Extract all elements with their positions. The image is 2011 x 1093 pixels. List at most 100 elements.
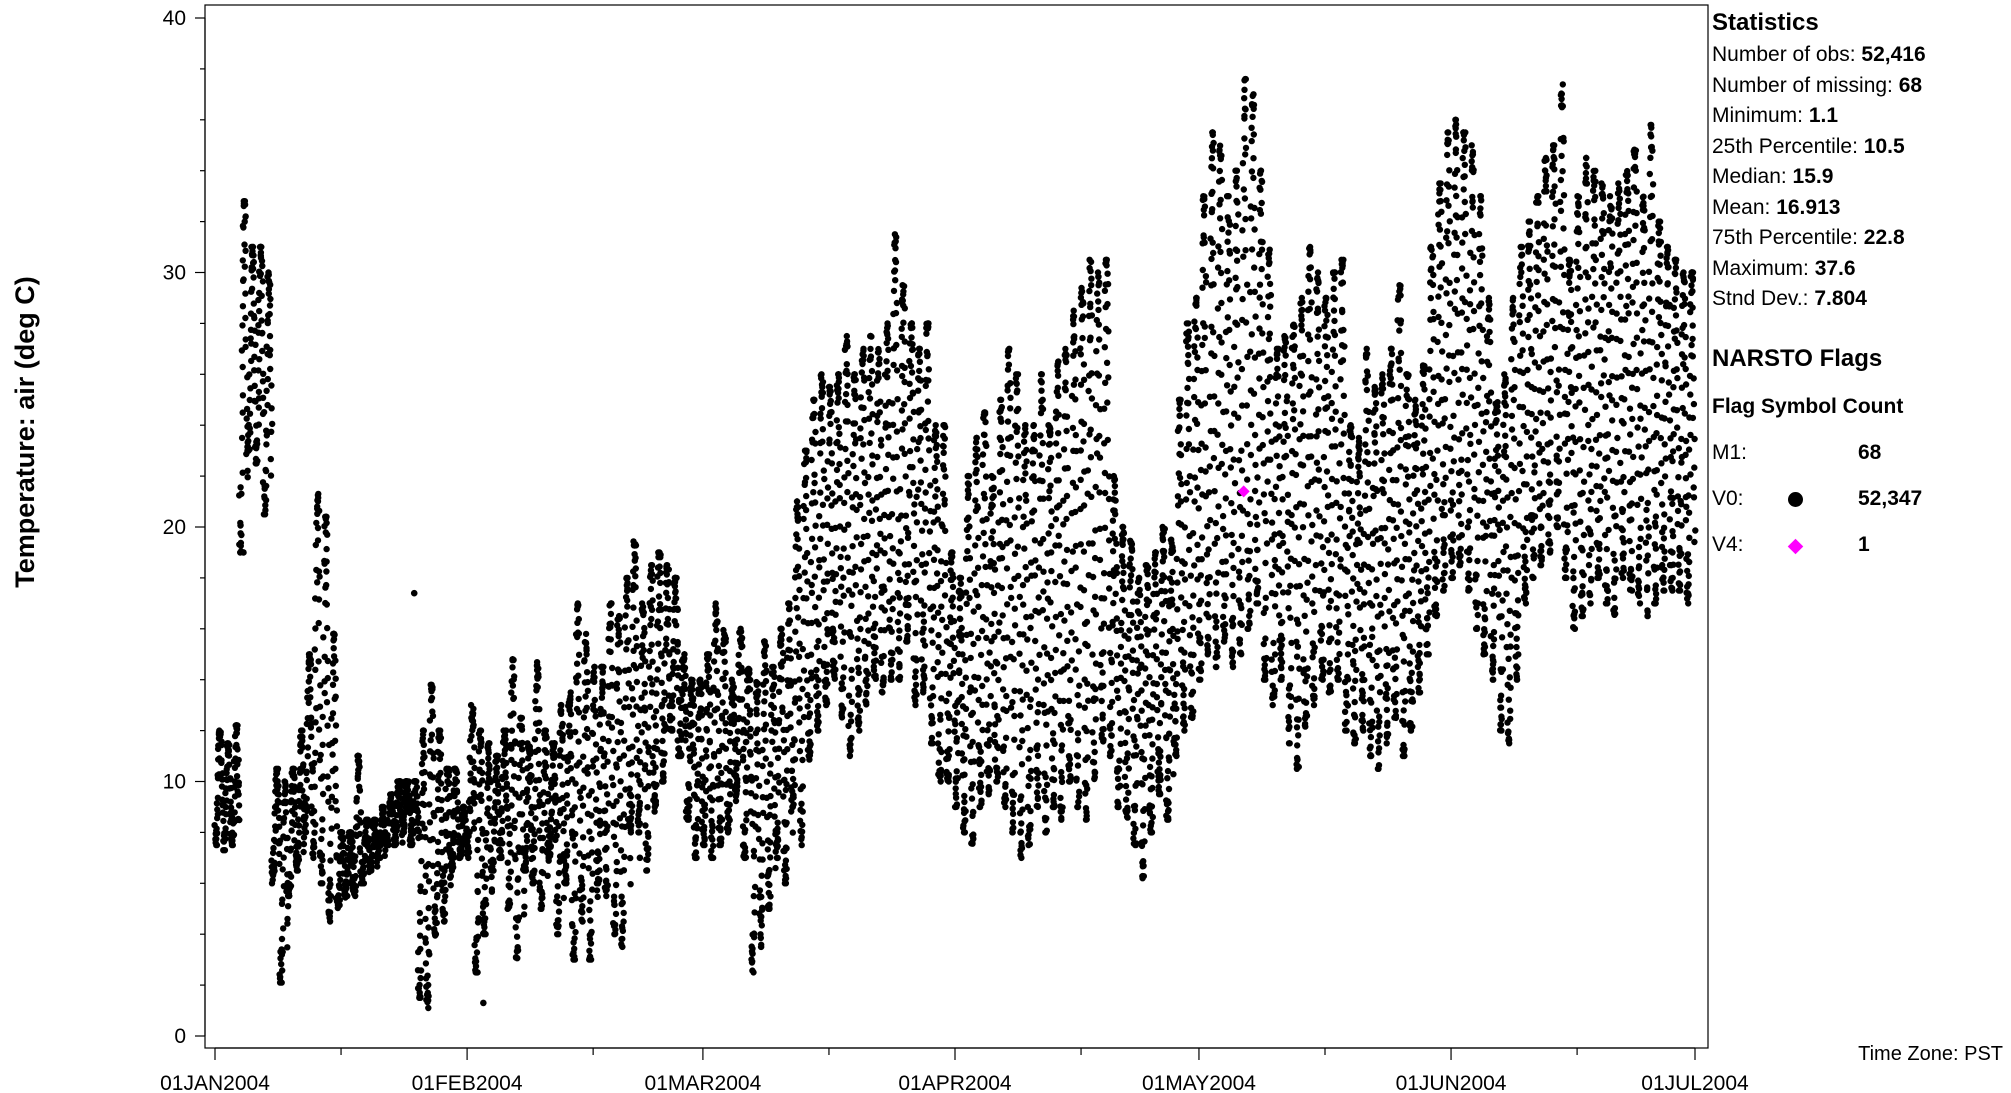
flags-table-header: Flag Symbol Count	[1712, 395, 1904, 418]
statistic-row: Number of missing: 68	[1712, 71, 2002, 102]
statistic-value: 16.913	[1776, 195, 1841, 219]
v0-day-points	[804, 396, 821, 760]
statistic-row: Maximum: 37.6	[1712, 254, 2002, 285]
v0-day-points	[845, 371, 862, 760]
v0-day-points	[1642, 121, 1659, 620]
x-tick-label: 01JUL2004	[1641, 1072, 1749, 1093]
v0-day-points	[292, 727, 308, 874]
v0-day-points	[1390, 282, 1406, 722]
v0-day-points	[1593, 180, 1609, 582]
v0-day-points	[1008, 371, 1024, 836]
statistic-value: 7.804	[1814, 287, 1867, 310]
v0-day-points	[1155, 523, 1170, 798]
v0-day-points	[1463, 142, 1479, 594]
v0-day-points	[1373, 371, 1390, 772]
v0-day-points	[244, 243, 259, 454]
statistic-row: Median: 15.9	[1712, 162, 2002, 193]
v0-day-points	[211, 727, 227, 849]
v0-day-points	[1146, 549, 1162, 836]
v0-day-points	[1569, 192, 1585, 632]
statistic-value: 68	[1898, 73, 1923, 97]
v0-day-points	[1496, 371, 1512, 734]
v0-day-points	[829, 371, 845, 682]
v0-day-points	[1049, 358, 1065, 811]
flags-title: NARSTO Flags	[1712, 345, 1883, 372]
v0-day-points	[1358, 345, 1374, 734]
v0-day-points	[1024, 422, 1041, 849]
v0-day-points	[650, 549, 667, 811]
statistic-label: Number of missing:	[1712, 73, 1899, 97]
v0-day-points	[959, 472, 975, 836]
v0-point	[480, 999, 487, 1007]
x-tick-label: 01JUN2004	[1396, 1072, 1507, 1093]
v0-point	[636, 854, 644, 862]
v0-day-points	[1560, 256, 1577, 582]
v0-day-points	[1251, 167, 1268, 607]
x-axis: 01JAN2004 01FEB2004 01MAR2004 01APR2004 01MA…	[160, 1047, 1749, 1093]
v0-day-points	[780, 600, 796, 887]
v0-day-points	[1179, 320, 1195, 734]
v0-day-points	[1057, 345, 1073, 823]
statistic-label: Number of obs:	[1712, 43, 1862, 66]
y-tick-label: 30	[163, 262, 186, 285]
statistic-label: Maximum:	[1712, 256, 1815, 280]
statistic-row: Minimum: 1.1	[1712, 101, 2002, 132]
v0-day-points	[1472, 192, 1487, 632]
v0-day-points	[259, 269, 276, 518]
statistics-list: Number of obs: 52,416 Number of missing: …	[1712, 40, 2002, 315]
flag-count: 52,347	[1858, 487, 1923, 510]
statistic-value: 22.8	[1863, 226, 1905, 249]
statistic-row: Mean: 16.913	[1712, 193, 2002, 224]
v0-day-points	[902, 320, 918, 645]
v0-day-points	[1650, 218, 1666, 607]
v0-day-points	[634, 600, 649, 836]
v0-day-points	[1455, 129, 1472, 569]
v0-day-points	[991, 396, 1007, 785]
v0-day-points	[560, 689, 576, 887]
v0-day-points	[1536, 154, 1553, 569]
v0-day-points	[463, 701, 478, 862]
v0-day-points	[1333, 256, 1350, 683]
statistic-label: Median:	[1712, 165, 1793, 188]
v0-day-points	[1487, 399, 1504, 683]
v0-day-points	[439, 765, 454, 925]
v0-day-points	[1325, 269, 1340, 696]
v0-day-points	[1544, 142, 1561, 556]
flag-row: M1: 68	[1712, 441, 2002, 487]
v0-day-points	[398, 778, 415, 836]
statistic-row: Number of obs: 52,416	[1712, 40, 2002, 71]
statistics-panel: Statistics Number of obs: 52,416 Number o…	[1712, 8, 2002, 315]
v0-point	[410, 589, 418, 597]
v0-day-points	[1585, 167, 1601, 607]
v0-day-points	[1033, 371, 1048, 811]
v0-day-points	[642, 562, 658, 874]
v0-day-points	[1366, 383, 1382, 760]
v0-day-points	[910, 345, 927, 709]
v0-day-points	[682, 676, 698, 823]
v0-day-points	[553, 701, 568, 938]
v0-day-points	[520, 740, 536, 874]
statistics-title: Statistics	[1712, 9, 1819, 36]
v0-day-points	[349, 752, 366, 900]
v0-day-points	[390, 778, 406, 849]
v0-day-points	[1211, 142, 1227, 671]
v0-day-points	[471, 727, 488, 976]
v0-day-points	[568, 600, 585, 963]
v0-day-points	[528, 659, 544, 887]
statistic-label: Mean:	[1712, 195, 1777, 219]
v0-day-points	[316, 513, 333, 887]
v0-day-points	[381, 790, 398, 849]
v0-day-points	[877, 320, 894, 696]
v0-day-points	[496, 727, 512, 862]
v0-day-points	[674, 651, 690, 760]
statistic-value: 10.5	[1863, 134, 1905, 158]
statistic-row: 25th Percentile: 10.5	[1712, 132, 2002, 163]
v0-day-points	[707, 600, 723, 862]
v0-day-points	[894, 282, 910, 683]
v0-day-points	[1097, 256, 1114, 745]
v0-day-points	[1447, 116, 1463, 582]
v0-day-points	[1349, 434, 1366, 747]
v0-day-points	[1406, 396, 1422, 734]
v0-day-points	[943, 549, 959, 785]
v0-day-points	[1016, 422, 1033, 862]
